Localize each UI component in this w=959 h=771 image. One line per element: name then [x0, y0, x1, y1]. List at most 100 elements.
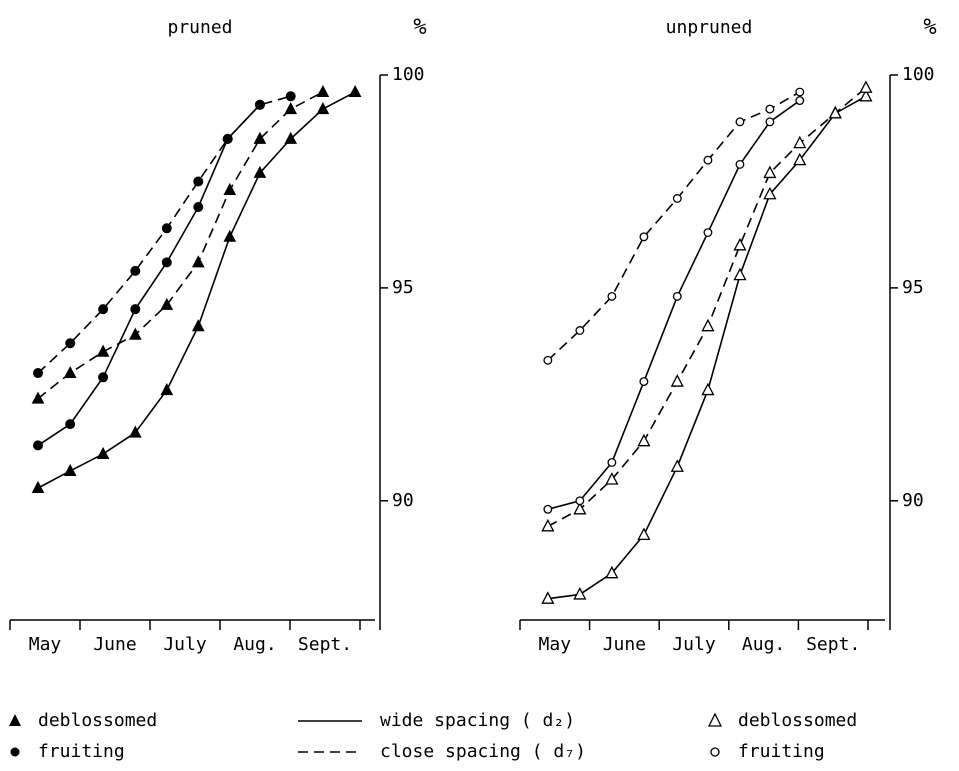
point: [795, 87, 805, 97]
point: [575, 496, 585, 506]
point: [543, 355, 553, 365]
point: [316, 84, 330, 98]
point: [735, 117, 745, 127]
point: [161, 223, 172, 234]
point: [733, 267, 747, 281]
y-unit: %: [413, 15, 426, 40]
point: [573, 587, 587, 600]
point: [670, 374, 684, 387]
point: [128, 327, 142, 340]
point: [284, 131, 298, 144]
point: [639, 377, 649, 387]
point: [223, 229, 237, 242]
legend-label: deblossomed: [38, 710, 157, 731]
point: [253, 165, 267, 178]
point: [733, 237, 747, 251]
point: [128, 425, 142, 438]
point: [63, 463, 77, 476]
point: [703, 228, 713, 237]
point: [130, 304, 141, 315]
x-tick-label: Sept.: [298, 634, 352, 655]
series-line: [547, 87, 867, 528]
legend-marker: [10, 747, 20, 757]
x-tick-label: Sept.: [806, 634, 860, 655]
point: [765, 117, 775, 127]
point: [573, 501, 587, 515]
point: [541, 518, 555, 532]
point: [31, 480, 45, 494]
point: [828, 105, 842, 119]
point: [607, 291, 617, 301]
point: [222, 133, 233, 144]
point: [33, 368, 43, 379]
legend-label: deblossomed: [738, 710, 857, 731]
legend-marker: [710, 747, 720, 757]
point: [284, 101, 298, 115]
x-tick-label: June: [603, 634, 646, 655]
point: [763, 165, 777, 179]
point: [672, 291, 682, 301]
point: [541, 591, 555, 604]
point: [703, 155, 713, 165]
x-tick-label: Aug.: [742, 634, 785, 655]
point: [193, 176, 204, 187]
point: [859, 88, 873, 102]
series-line: [37, 104, 261, 447]
point: [285, 91, 296, 102]
legend-label: fruiting: [38, 741, 125, 762]
legend: deblossomed fruiting wide spacing ( d₂) …: [9, 710, 857, 762]
point: [191, 255, 205, 268]
point: [65, 338, 76, 349]
y-tick-label: 100: [392, 64, 425, 85]
legend-label: wide spacing ( d₂): [380, 710, 575, 731]
series-line: [547, 99, 801, 511]
chart-title: pruned: [167, 17, 232, 38]
point: [607, 458, 617, 467]
point: [65, 419, 76, 430]
point: [254, 99, 265, 110]
legend-label: close spacing ( d₇): [380, 741, 586, 762]
point: [701, 382, 715, 396]
x-tick-label: May: [539, 634, 572, 655]
point: [130, 265, 141, 276]
y-tick-label: 95: [902, 277, 924, 298]
point: [223, 182, 237, 195]
point: [33, 440, 43, 451]
point: [763, 186, 777, 200]
point: [31, 391, 45, 404]
point: [160, 383, 174, 396]
point: [795, 96, 805, 105]
point: [637, 433, 651, 447]
legend-marker: [707, 712, 723, 727]
panel: unpruned % 90 95 100 May June July Aug. Sept.: [519, 15, 937, 655]
point: [98, 372, 109, 383]
point: [96, 446, 110, 459]
x-tick-label: Aug.: [233, 634, 276, 655]
chart-title: unpruned: [666, 17, 753, 38]
y-tick-label: 100: [902, 64, 935, 85]
point: [160, 297, 174, 310]
x-tick-label: July: [163, 634, 207, 655]
legend-marker: [9, 714, 21, 726]
series-line: [37, 95, 291, 374]
point: [605, 472, 619, 485]
point: [639, 232, 649, 242]
point: [98, 304, 109, 315]
point: [793, 152, 807, 166]
y-tick-label: 90: [392, 490, 414, 511]
point: [348, 84, 362, 98]
point: [253, 131, 267, 144]
point: [670, 459, 684, 472]
series-line: [37, 91, 324, 400]
legend-label: fruiting: [738, 741, 825, 762]
x-tick-label: July: [672, 634, 716, 655]
point: [701, 318, 715, 332]
point: [543, 504, 553, 514]
point: [672, 194, 682, 203]
y-unit: %: [923, 15, 936, 40]
point: [605, 565, 619, 579]
y-tick-label: 95: [392, 277, 414, 298]
point: [859, 80, 873, 93]
